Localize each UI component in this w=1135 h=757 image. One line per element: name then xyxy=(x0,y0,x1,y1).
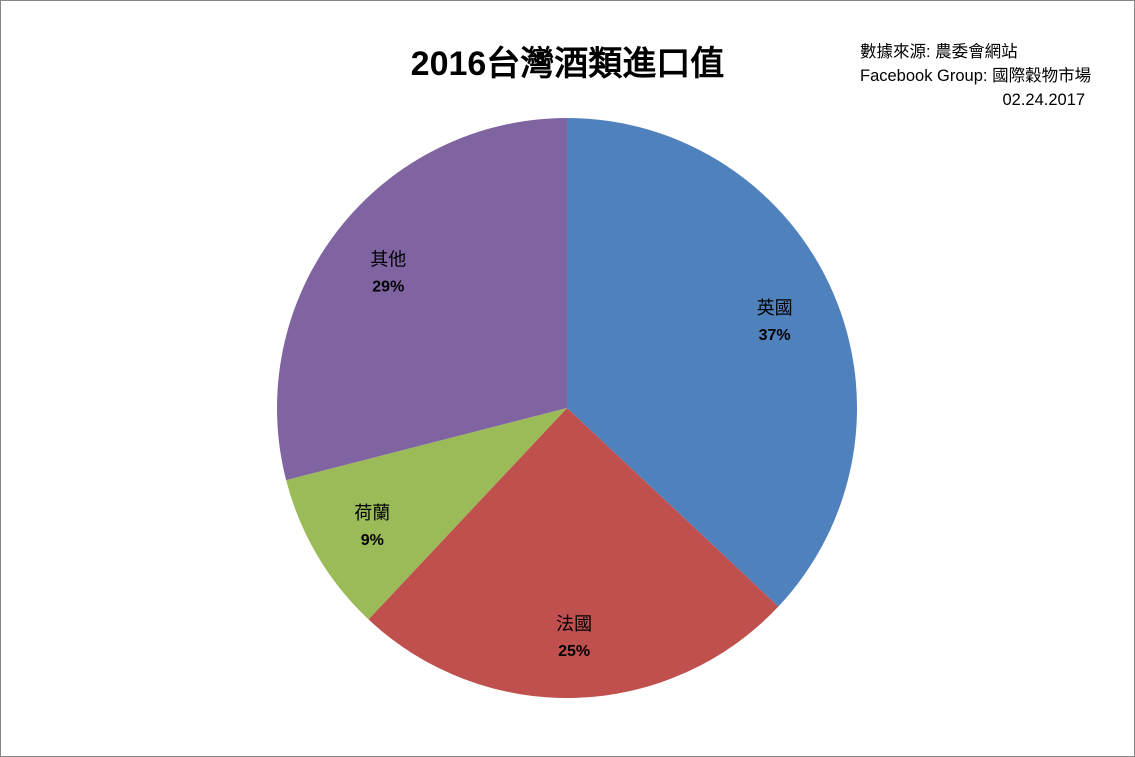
slice-percent-3: 29% xyxy=(372,278,404,295)
slice-label-2: 荷蘭 xyxy=(354,503,390,523)
slice-label-3: 其他 xyxy=(370,249,406,269)
source-note: 數據來源: 農委會網站 Facebook Group: 國際穀物市場 02.24… xyxy=(860,40,1091,112)
pie-labels: 英國 37% 法國 25% 荷蘭 9% 其他 29% xyxy=(354,249,792,660)
source-line-2: Facebook Group: 國際穀物市場 xyxy=(860,67,1092,85)
chart-title: 2016台灣酒類進口值 xyxy=(0,36,1135,85)
slice-label-0: 英國 xyxy=(757,298,793,318)
source-date: 02.24.2017 xyxy=(1002,91,1086,109)
pie-slice-3 xyxy=(276,118,567,481)
slice-percent-0: 37% xyxy=(759,327,791,344)
pie-slice-0 xyxy=(567,118,858,607)
slice-percent-2: 9% xyxy=(361,532,384,549)
slice-label-1: 法國 xyxy=(556,614,592,634)
pie-slice-1 xyxy=(368,408,779,699)
chart-title-text: 2016台灣酒類進口值 xyxy=(410,45,725,83)
pie-slices xyxy=(276,118,858,699)
pie-slice-2 xyxy=(286,408,567,620)
source-line-1: 數據來源: 農委會網站 xyxy=(860,43,1018,61)
slice-percent-1: 25% xyxy=(558,643,590,660)
